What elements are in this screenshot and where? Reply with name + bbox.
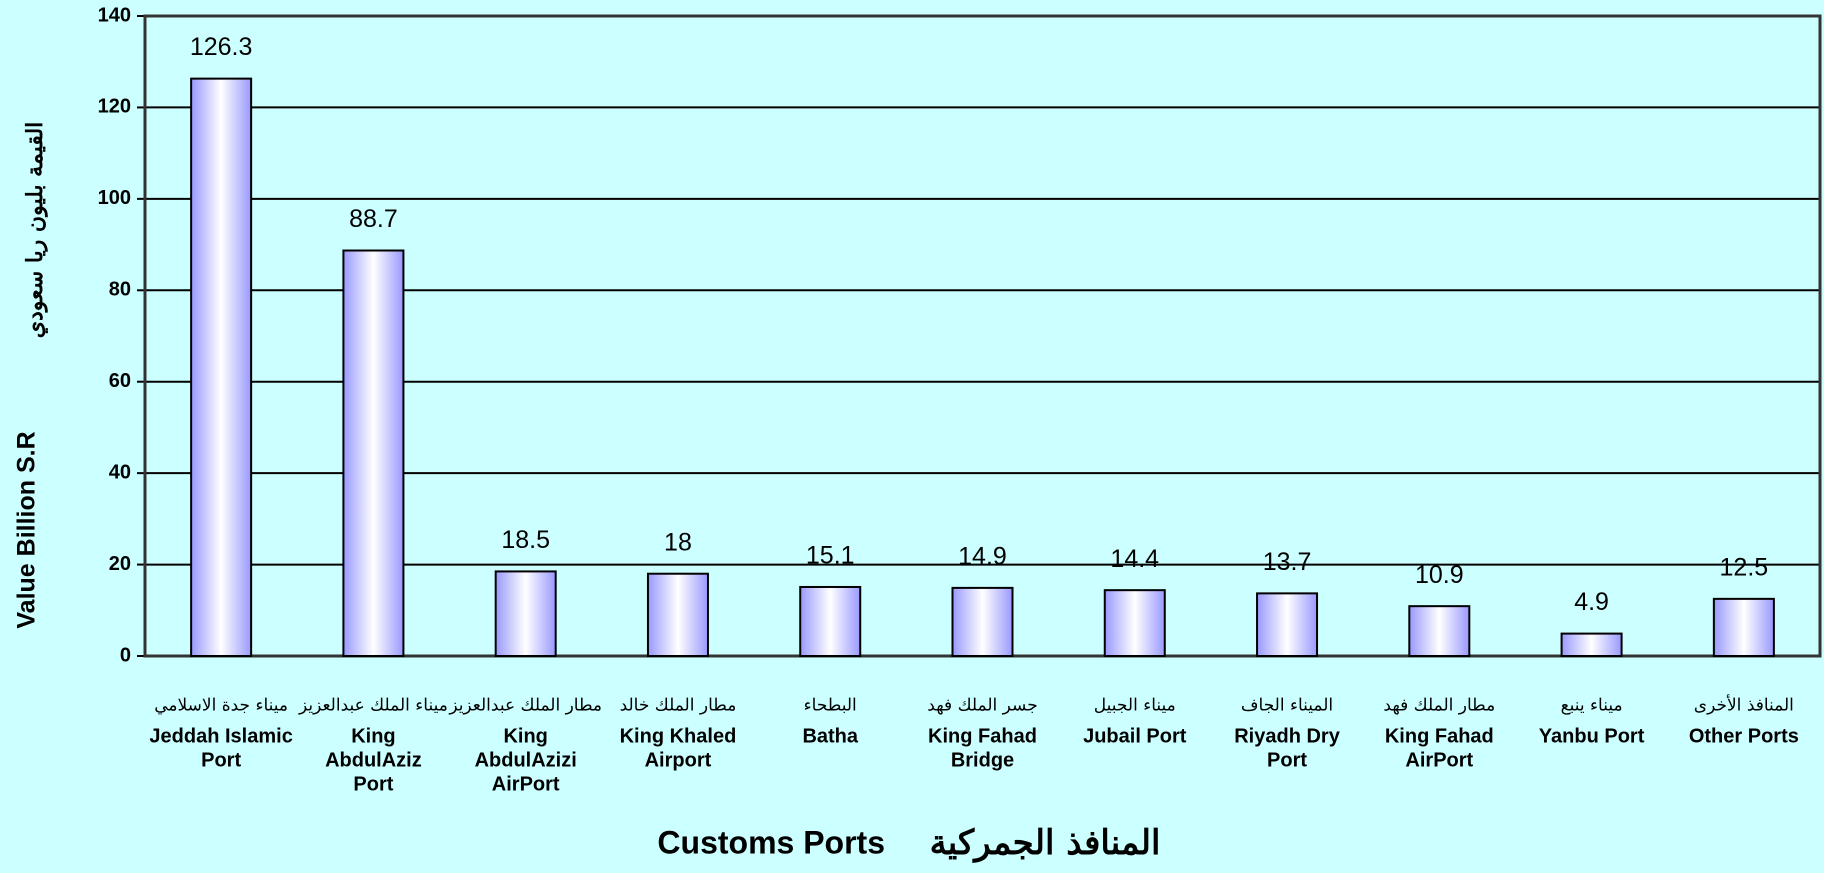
y-tick-label: 120 bbox=[98, 96, 131, 118]
x-tick-label-ar: مطار الملك فهد bbox=[1383, 696, 1495, 716]
bar bbox=[1712, 597, 1775, 657]
y-axis-label: Value Billion S.R bbox=[13, 431, 41, 628]
value-label: 13.7 bbox=[1263, 548, 1312, 576]
bar bbox=[799, 585, 862, 658]
x-tick-label: Port bbox=[353, 773, 393, 795]
value-label: 15.1 bbox=[806, 542, 855, 570]
x-tick-label-ar: جسر الملك فهد bbox=[927, 696, 1037, 716]
bar bbox=[1256, 592, 1319, 657]
y-tick-label: 40 bbox=[109, 461, 131, 483]
bar bbox=[190, 77, 253, 657]
value-label: 14.9 bbox=[958, 542, 1007, 570]
x-tick-label: AbdulAzizi bbox=[475, 749, 577, 771]
x-tick-label: King bbox=[503, 725, 547, 747]
x-tick-label: Airport bbox=[645, 749, 712, 771]
x-tick-label: Jeddah Islamic bbox=[149, 725, 292, 747]
x-tick-label: Batha bbox=[802, 725, 858, 747]
bar bbox=[1408, 605, 1471, 658]
x-tick-label: King Khaled bbox=[620, 725, 737, 747]
value-label: 126.3 bbox=[190, 33, 253, 61]
x-tick-label: Jubail Port bbox=[1083, 725, 1187, 747]
x-tick-label-ar: ميناء ينبع bbox=[1561, 696, 1623, 716]
bar bbox=[342, 249, 405, 657]
y-tick-label: 20 bbox=[109, 553, 131, 575]
value-label: 10.9 bbox=[1415, 561, 1464, 589]
y-tick-label: 100 bbox=[98, 187, 131, 209]
value-label: 12.5 bbox=[1720, 553, 1769, 581]
y-axis-label-ar: القيمة بليون ريا سعودي bbox=[22, 122, 48, 339]
y-tick-label: 60 bbox=[109, 370, 131, 392]
x-tick-label-ar: مطار الملك خالد bbox=[620, 696, 737, 716]
value-label: 18 bbox=[664, 528, 692, 556]
value-label: 88.7 bbox=[349, 205, 398, 233]
bar bbox=[1560, 632, 1623, 657]
bar bbox=[494, 570, 557, 658]
x-tick-label-ar: الميناء الجاف bbox=[1241, 696, 1333, 716]
y-tick-label: 0 bbox=[120, 644, 131, 666]
value-label: 4.9 bbox=[1574, 588, 1609, 616]
x-tick-label-ar: مطار الملك عبدالعزيز bbox=[448, 696, 602, 716]
x-tick-label: King Fahad bbox=[928, 725, 1037, 747]
x-tick-label: Port bbox=[1267, 749, 1307, 771]
x-axis-label-ar: المنافذ الجمركية bbox=[930, 823, 1161, 863]
bar bbox=[1103, 589, 1166, 658]
y-tick-label: 80 bbox=[109, 279, 131, 301]
value-label: 18.5 bbox=[501, 526, 550, 554]
x-tick-label-ar: البطحاء bbox=[804, 696, 857, 716]
x-tick-label: Riyadh Dry bbox=[1234, 725, 1340, 747]
x-tick-label-ar: ميناء الملك عبدالعزيز bbox=[298, 696, 448, 716]
x-tick-label: Port bbox=[201, 749, 241, 771]
x-tick-label: AirPort bbox=[1405, 749, 1473, 771]
bar bbox=[646, 572, 709, 658]
y-tick-label: 140 bbox=[98, 4, 131, 26]
x-tick-label: King Fahad bbox=[1385, 725, 1494, 747]
x-tick-label: Yanbu Port bbox=[1539, 725, 1645, 747]
bar bbox=[951, 586, 1014, 658]
x-tick-label-ar: المنافذ الأخرى bbox=[1694, 695, 1794, 716]
x-tick-label: King bbox=[351, 725, 395, 747]
x-tick-label: AbdulAziz bbox=[325, 749, 422, 771]
value-label: 14.4 bbox=[1110, 545, 1159, 573]
x-tick-label-ar: ميناء جدة الاسلامي bbox=[154, 696, 288, 716]
x-tick-label: Bridge bbox=[951, 749, 1014, 771]
x-tick-label: AirPort bbox=[492, 773, 560, 795]
x-axis-label: Customs Ports bbox=[657, 824, 885, 860]
x-tick-label-ar: ميناء الجبيل bbox=[1094, 696, 1176, 716]
x-tick-label: Other Ports bbox=[1689, 725, 1799, 747]
